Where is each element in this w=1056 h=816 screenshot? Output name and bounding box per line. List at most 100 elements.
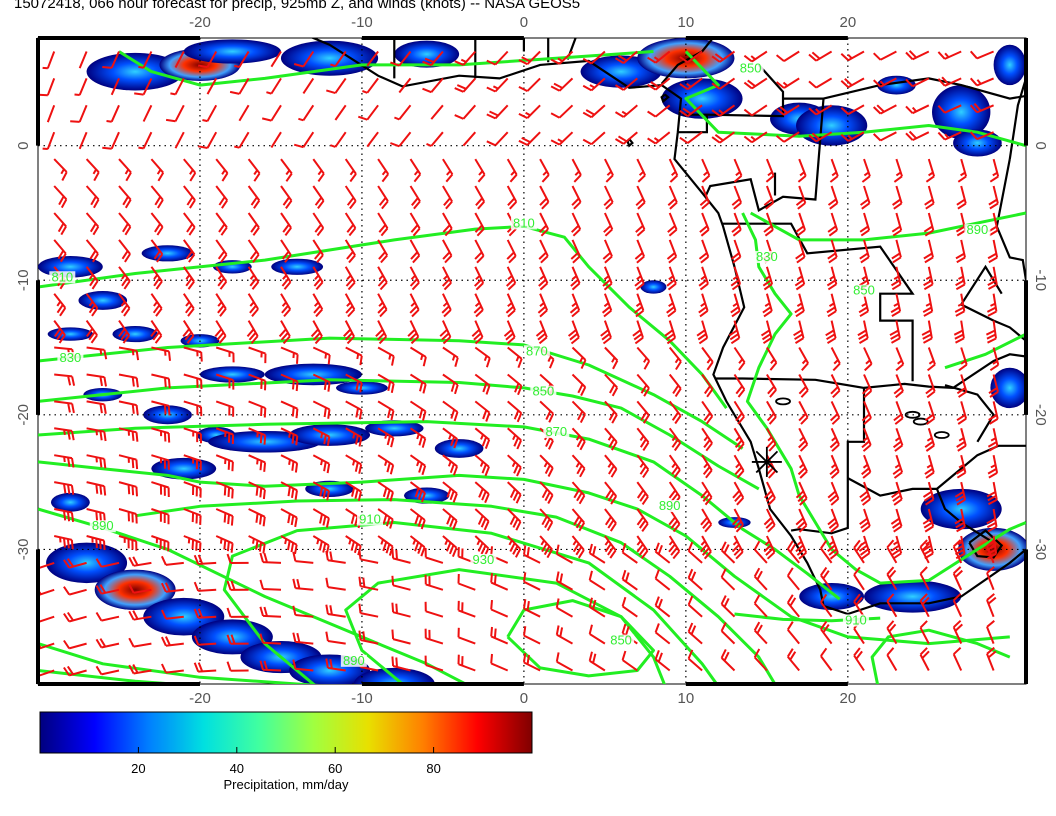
wind-barb: [827, 239, 838, 264]
wind-barb: [861, 158, 871, 183]
wind-barb: [571, 212, 582, 237]
site-marker-asterisk: [751, 446, 782, 477]
wind-barb: [442, 185, 453, 210]
wind-barb: [859, 481, 872, 506]
wind-barb: [278, 320, 291, 345]
wind-barb: [766, 400, 777, 425]
wind-barb: [720, 541, 736, 564]
wind-barb: [193, 608, 217, 619]
wind-barb: [86, 481, 107, 496]
wind-barb: [571, 158, 582, 183]
wind-barb: [786, 648, 800, 672]
precip-cell: [637, 38, 735, 79]
wind-barb: [345, 427, 363, 447]
wind-barb: [247, 212, 260, 236]
wind-barb: [63, 639, 87, 650]
wind-barb: [215, 293, 227, 317]
wind-barb: [696, 320, 709, 345]
wind-barb: [53, 185, 68, 209]
wind-barb: [390, 50, 412, 67]
wind-barb: [118, 158, 132, 182]
wind-barb: [569, 293, 581, 318]
wind-barb: [926, 347, 936, 372]
wind-barb: [668, 346, 682, 371]
wind-barb: [720, 595, 736, 618]
wind-barb: [571, 535, 585, 559]
contour-label-bg: [49, 271, 76, 284]
wind-barb: [539, 535, 553, 559]
lon-label-top: 10: [678, 14, 695, 31]
wind-barb: [78, 51, 88, 69]
wind-barb: [969, 77, 994, 87]
contour-label: 850: [740, 61, 762, 76]
wind-barb: [820, 647, 833, 672]
wind-barb: [664, 320, 677, 345]
wind-barb: [958, 347, 968, 372]
wind-barb: [668, 158, 679, 183]
contour-label-bg: [964, 224, 991, 237]
wind-barb: [760, 320, 773, 345]
wind-barb: [312, 508, 330, 528]
wind-barb: [555, 544, 573, 564]
wind-barb: [890, 293, 902, 317]
wind-barb: [454, 50, 477, 66]
wind-barb: [518, 50, 541, 66]
wind-barb: [555, 652, 573, 672]
lon-label-top: -10: [351, 14, 373, 31]
wind-barb: [377, 346, 395, 366]
contour-label: 810: [513, 215, 535, 230]
wind-barb: [570, 266, 581, 291]
wind-barb: [952, 566, 963, 591]
precip-cell: [336, 381, 388, 395]
wind-barb: [538, 212, 549, 237]
wind-barb: [873, 131, 897, 142]
wind-barb: [344, 212, 357, 237]
wind-barb: [711, 50, 736, 63]
wind-barb: [118, 535, 138, 551]
wind-barb: [507, 346, 523, 369]
wind-barb: [937, 76, 962, 87]
wind-barb: [668, 535, 681, 560]
wind-barb: [442, 239, 453, 264]
wind-barb: [600, 320, 612, 345]
wind-barb: [441, 293, 452, 318]
wind-barb: [571, 454, 586, 478]
precip-cell: [94, 569, 176, 610]
wind-barb: [654, 569, 671, 591]
wind-barb: [956, 401, 968, 425]
wind-barb: [905, 50, 930, 61]
lake-outline: [904, 410, 921, 419]
wind-barb: [636, 481, 649, 505]
wind-barb: [765, 158, 775, 183]
wind-barb: [409, 346, 427, 367]
wind-barb: [687, 541, 703, 564]
wind-barb: [794, 293, 805, 318]
precip-cell: [394, 40, 460, 68]
wind-barb: [344, 266, 356, 291]
wind-barb: [70, 104, 88, 123]
wind-barb: [753, 621, 768, 645]
wind-barb: [635, 212, 646, 237]
wind-barb: [924, 401, 936, 425]
wind-barb: [474, 400, 491, 422]
wind-barb: [588, 570, 606, 591]
wind-barb: [474, 346, 491, 368]
wind-barb: [986, 620, 995, 644]
wind-barb: [95, 665, 120, 676]
wind-barb: [343, 320, 355, 345]
contour-label-bg: [357, 513, 384, 526]
contour-line: [38, 420, 841, 601]
wind-barb: [668, 508, 681, 533]
wind-barb: [923, 212, 935, 237]
wind-barb: [95, 558, 120, 568]
wind-barb: [183, 481, 202, 498]
wind-barb: [183, 212, 196, 236]
wind-barb: [377, 508, 394, 529]
wind-barb: [604, 373, 619, 397]
wind-barb: [786, 567, 800, 591]
wind-barb: [919, 539, 930, 564]
precip-cell: [932, 85, 991, 139]
wind-barb: [409, 535, 426, 557]
wind-barb: [775, 50, 800, 62]
wind-barb: [733, 427, 745, 452]
